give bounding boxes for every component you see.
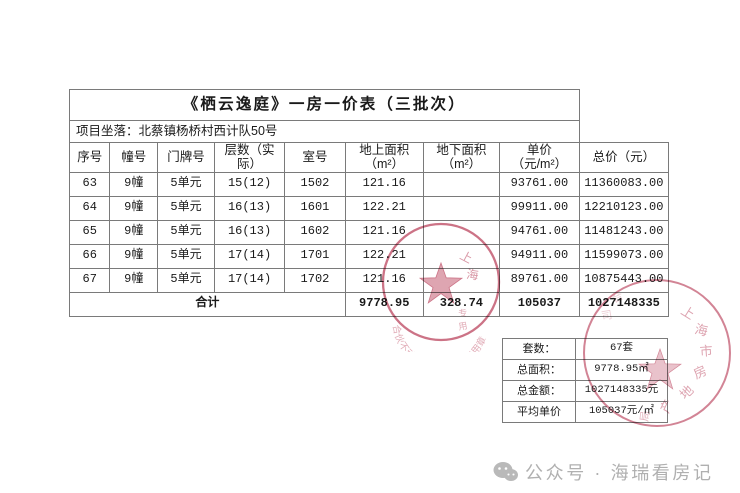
svg-text:合: 合 [609,288,625,305]
svg-text:专: 专 [457,307,468,319]
svg-text:司: 司 [600,309,613,323]
svg-text:房: 房 [691,363,709,382]
svg-text:用: 用 [458,321,469,332]
svg-text:局: 局 [638,410,652,422]
svg-text:市: 市 [699,343,713,359]
svg-text:产: 产 [657,397,676,415]
svg-text:上: 上 [458,248,475,266]
svg-text:海: 海 [693,321,709,339]
svg-text:海: 海 [466,266,480,283]
svg-text:上: 上 [678,303,697,323]
svg-text:地: 地 [677,382,697,402]
